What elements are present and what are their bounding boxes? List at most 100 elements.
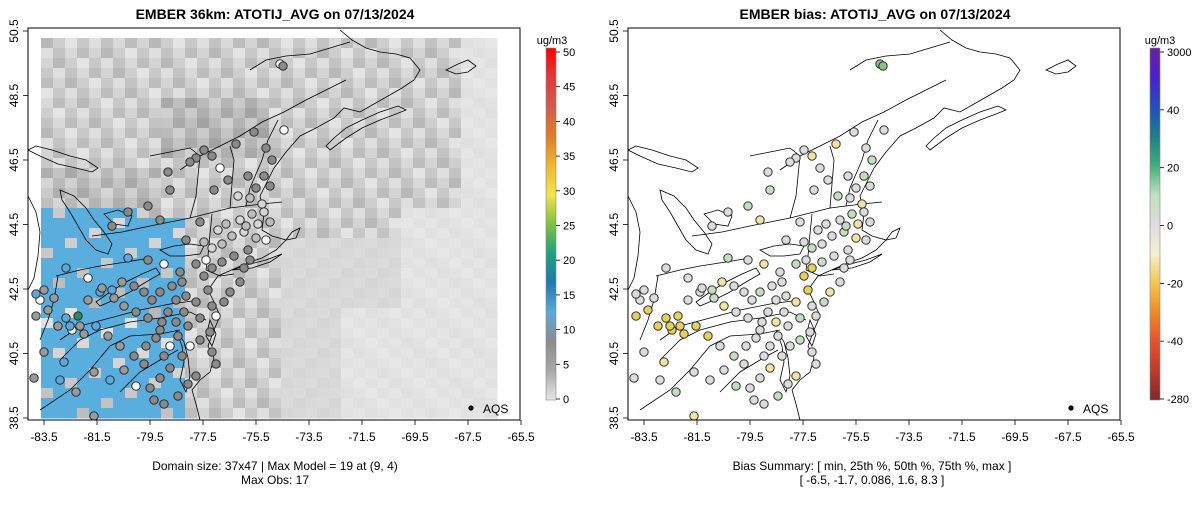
grid-cell: [53, 218, 66, 229]
grid-cell: [353, 118, 366, 129]
grid-cell: [365, 358, 378, 369]
grid-cell: [221, 348, 234, 359]
x-tick-label: -69.5: [1001, 430, 1029, 444]
monitor-marker: [185, 157, 195, 167]
grid-cell: [437, 278, 450, 289]
monitor-marker: [107, 285, 117, 295]
grid-cell: [137, 258, 150, 269]
monitor-marker: [107, 221, 117, 231]
grid-cell: [89, 308, 102, 319]
grid-cell: [101, 318, 114, 329]
monitor-marker: [665, 321, 675, 331]
monitor-marker: [141, 341, 151, 351]
monitor-marker: [763, 307, 773, 317]
grid-cell: [461, 288, 474, 299]
grid-cell: [317, 278, 330, 289]
grid-cell: [197, 358, 210, 369]
grid-cell: [149, 58, 162, 69]
grid-cell: [161, 288, 174, 299]
coastline-or-border: [175, 329, 191, 394]
grid-cell: [305, 348, 318, 359]
grid-cell: [425, 178, 438, 189]
grid-cell: [341, 388, 354, 399]
grid-cell: [353, 288, 366, 299]
grid-cell: [281, 58, 294, 69]
grid-cell: [293, 308, 306, 319]
monitor-marker: [243, 245, 253, 255]
grid-cell: [473, 158, 486, 169]
grid-cell: [341, 248, 354, 259]
grid-cell: [125, 358, 138, 369]
grid-cell: [161, 388, 174, 399]
grid-cell: [245, 338, 258, 349]
grid-cell: [77, 348, 90, 359]
grid-cell: [137, 168, 150, 179]
grid-cell: [305, 218, 318, 229]
grid-cell: [89, 128, 102, 139]
monitor-marker: [835, 215, 845, 225]
grid-cell: [413, 268, 426, 279]
x-tick-label: -83.5: [630, 430, 658, 444]
grid-cell: [485, 68, 498, 79]
y-tick-label: 48.5: [607, 83, 621, 107]
grid-cell: [137, 148, 150, 159]
grid-cell: [341, 148, 354, 159]
grid-cell: [305, 88, 318, 99]
monitor-marker: [207, 243, 217, 253]
monitor-marker: [859, 207, 869, 217]
grid-cell: [161, 318, 174, 329]
grid-cell: [461, 388, 474, 399]
grid-cell: [41, 208, 54, 219]
grid-cell: [485, 328, 498, 339]
grid-cell: [269, 268, 282, 279]
grid-cell: [101, 358, 114, 369]
grid-cell: [89, 168, 102, 179]
coastline-or-border: [445, 59, 477, 75]
x-tick-label: -83.5: [30, 430, 58, 444]
grid-cell: [65, 238, 78, 249]
grid-cell: [317, 378, 330, 389]
grid-cell: [113, 138, 126, 149]
grid-cell: [425, 168, 438, 179]
grid-cell: [341, 168, 354, 179]
grid-cell: [269, 288, 282, 299]
grid-cell: [329, 198, 342, 209]
grid-cell: [473, 198, 486, 209]
grid-cell: [221, 258, 234, 269]
grid-cell: [293, 168, 306, 179]
grid-cell: [137, 208, 150, 219]
grid-cell: [41, 198, 54, 209]
grid-cell: [305, 58, 318, 69]
grid-cell: [209, 238, 222, 249]
grid-cell: [329, 258, 342, 269]
grid-cell: [149, 188, 162, 199]
grid-cell: [113, 68, 126, 79]
grid-cell: [401, 148, 414, 159]
grid-cell: [65, 68, 78, 79]
grid-cell: [461, 308, 474, 319]
grid-cell: [173, 48, 186, 59]
grid-cell: [449, 208, 462, 219]
monitor-marker: [157, 317, 167, 327]
grid-cell: [269, 208, 282, 219]
grid-cell: [161, 328, 174, 339]
grid-cell: [197, 248, 210, 259]
grid-cell: [401, 158, 414, 169]
grid-cell: [53, 198, 66, 209]
grid-cell: [413, 98, 426, 109]
grid-cell: [233, 288, 246, 299]
monitor-marker: [195, 335, 205, 345]
grid-cell: [197, 48, 210, 59]
grid-cell: [329, 278, 342, 289]
coastline-or-border: [325, 105, 407, 151]
grid-cell: [209, 168, 222, 179]
grid-cell: [257, 308, 270, 319]
grid-cell: [401, 188, 414, 199]
grid-cell: [401, 228, 414, 239]
grid-cell: [437, 38, 450, 49]
grid-cell: [341, 118, 354, 129]
grid-cell: [377, 298, 390, 309]
grid-cell: [101, 268, 114, 279]
grid-cell: [101, 338, 114, 349]
grid-cell: [365, 328, 378, 339]
